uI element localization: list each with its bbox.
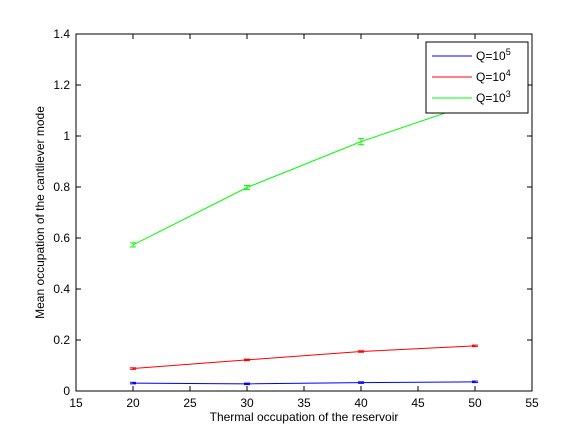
error-bar bbox=[130, 381, 136, 385]
series-line bbox=[132, 381, 476, 385]
y-tick-label: 0.4 bbox=[53, 282, 70, 296]
error-bar bbox=[472, 344, 478, 348]
legend-label: Q=105 bbox=[476, 47, 511, 63]
y-tick-label: 0.8 bbox=[53, 180, 70, 194]
y-tick-label: 0 bbox=[63, 384, 70, 398]
x-tick-label: 30 bbox=[240, 396, 254, 410]
legend-item: Q=104 bbox=[432, 68, 511, 84]
error-bar bbox=[244, 382, 250, 386]
legend-label: Q=104 bbox=[476, 68, 511, 84]
y-tick-label: 1 bbox=[63, 129, 70, 143]
series-layer bbox=[130, 99, 478, 386]
x-tick-label: 45 bbox=[411, 396, 425, 410]
y-tick-label: 0.2 bbox=[53, 333, 70, 347]
y-axis-label: Mean occupation of the cantilever mode bbox=[33, 106, 47, 319]
error-bar bbox=[358, 350, 364, 353]
x-tick-label: 40 bbox=[354, 396, 368, 410]
series-line bbox=[132, 102, 476, 246]
x-tick-label: 35 bbox=[297, 396, 311, 410]
legend-item: Q=103 bbox=[432, 89, 511, 105]
error-bar bbox=[244, 358, 250, 362]
error-bar bbox=[358, 381, 364, 384]
series-line bbox=[132, 345, 476, 370]
y-tick-label: 1.4 bbox=[53, 27, 70, 41]
ticks-layer: 15 20 25 30 35 40 45 50 55 0 0.2 0.4 0.6 0.8 1 1.2 1.4 bbox=[53, 27, 539, 410]
x-tick-label: 50 bbox=[468, 396, 482, 410]
y-tick-label: 0.6 bbox=[53, 231, 70, 245]
series-1 bbox=[130, 344, 478, 370]
error-bar bbox=[244, 184, 250, 191]
x-axis-label: Thermal occupation of the reservoir bbox=[210, 410, 399, 424]
legend-item: Q=105 bbox=[432, 47, 511, 63]
y-tick-label: 1.2 bbox=[53, 78, 70, 92]
error-bar bbox=[472, 380, 478, 384]
error-bar bbox=[130, 242, 136, 248]
x-tick-label: 15 bbox=[69, 396, 83, 410]
x-tick-label: 25 bbox=[183, 396, 197, 410]
legend: Q=105 Q=104 Q=103 bbox=[425, 41, 529, 114]
x-tick-label: 20 bbox=[126, 396, 140, 410]
x-tick-label: 55 bbox=[525, 396, 539, 410]
error-bar bbox=[130, 367, 136, 370]
series-0 bbox=[130, 380, 478, 386]
legend-label: Q=103 bbox=[476, 89, 511, 105]
error-bar bbox=[358, 138, 364, 146]
